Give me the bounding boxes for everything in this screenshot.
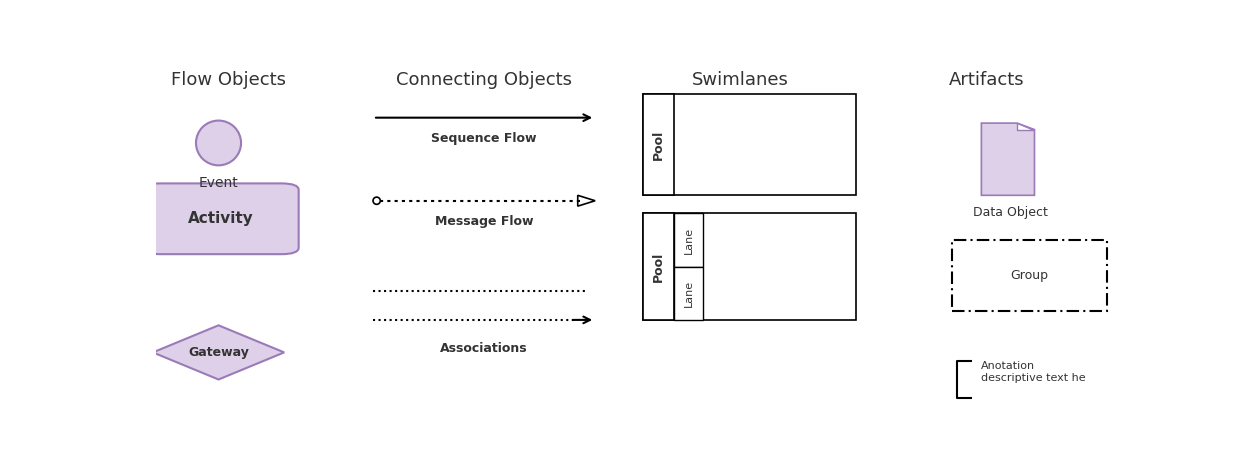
Bar: [643, 94, 674, 195]
Bar: [674, 267, 703, 320]
Text: Sequence Flow: Sequence Flow: [431, 132, 537, 145]
Ellipse shape: [373, 197, 380, 204]
Text: Gateway: Gateway: [188, 346, 249, 359]
Text: Lane: Lane: [684, 227, 694, 254]
Bar: [674, 213, 703, 267]
Polygon shape: [153, 325, 284, 379]
Text: Message Flow: Message Flow: [435, 215, 533, 228]
Bar: [643, 213, 856, 320]
Text: Pool: Pool: [653, 251, 665, 282]
Polygon shape: [1017, 123, 1034, 129]
Text: Flow Objects: Flow Objects: [171, 71, 285, 89]
Text: Artifacts: Artifacts: [948, 71, 1024, 89]
Polygon shape: [578, 195, 596, 206]
Text: Event: Event: [198, 176, 238, 190]
Text: Activity: Activity: [188, 212, 254, 226]
Polygon shape: [982, 123, 1034, 195]
Bar: [643, 94, 856, 195]
Text: Pool: Pool: [653, 129, 665, 160]
Text: Connecting Objects: Connecting Objects: [396, 71, 572, 89]
Text: Swimlanes: Swimlanes: [692, 71, 789, 89]
Bar: [952, 241, 1106, 311]
Text: Lane: Lane: [684, 280, 694, 307]
Ellipse shape: [196, 121, 240, 166]
Bar: [643, 213, 674, 320]
FancyBboxPatch shape: [143, 183, 299, 254]
Text: Group: Group: [1011, 269, 1049, 282]
Text: Anotation
descriptive text he: Anotation descriptive text he: [982, 362, 1087, 383]
Text: Associations: Associations: [440, 341, 528, 355]
Text: Data Object: Data Object: [973, 206, 1048, 219]
